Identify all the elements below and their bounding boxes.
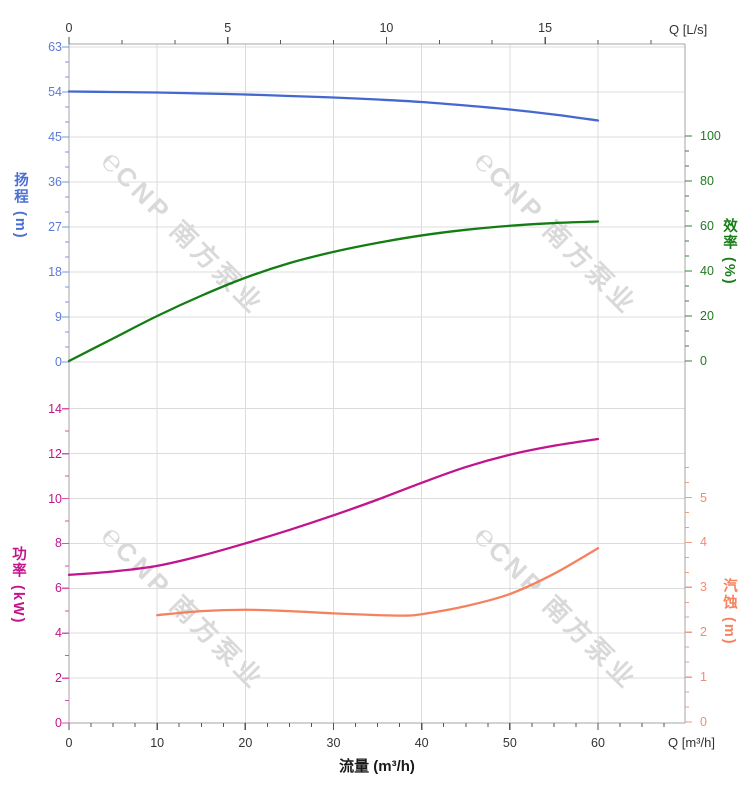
efficiency-axis-title: 效率 (%) xyxy=(721,218,737,286)
npsh-axis-title: 汽蚀 (m) xyxy=(721,578,737,646)
npsh-curve xyxy=(156,547,600,617)
flow-axis-title: 流量 (m³/h) xyxy=(339,758,415,775)
head-curve xyxy=(67,90,600,122)
efficiency-curve xyxy=(67,220,600,363)
power-axis-title: 功率 (kW) xyxy=(10,546,26,625)
head-axis-title: 扬程 (m) xyxy=(12,172,28,240)
top-axis-unit-label: Q [L/s] xyxy=(669,22,708,37)
bottom-axis-unit-label: Q [m³/h] xyxy=(668,735,715,750)
power-curve xyxy=(67,437,600,576)
